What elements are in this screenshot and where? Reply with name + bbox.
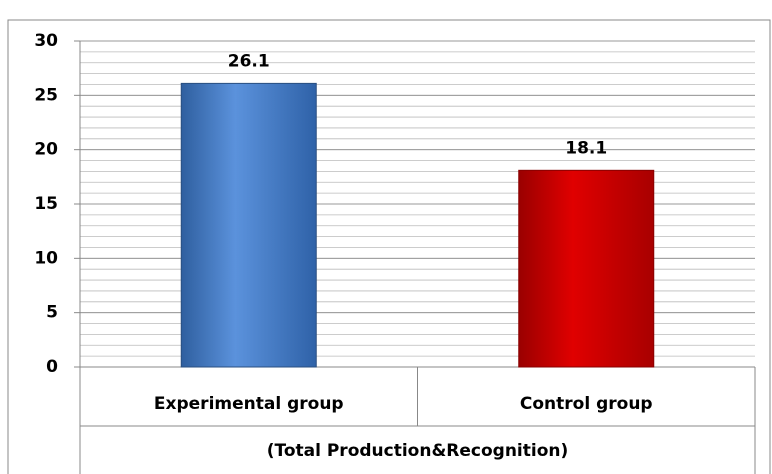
y-tick-label: 20: [34, 140, 58, 160]
y-tick-label: 5: [46, 303, 58, 323]
x-tick-label: Experimental group: [154, 394, 344, 414]
x-tick-label: Control group: [520, 394, 653, 414]
data-label: 18.1: [565, 138, 607, 158]
y-tick-label: 25: [34, 85, 58, 105]
y-tick-label: 10: [34, 248, 58, 268]
bar: [518, 169, 655, 368]
bar: [180, 82, 317, 368]
y-tick-label: 15: [34, 194, 58, 214]
chart-frame: [7, 19, 771, 474]
data-label: 26.1: [228, 51, 270, 71]
y-tick-label: 30: [34, 31, 58, 51]
y-tick-label: 0: [46, 357, 58, 377]
group-label: (Total Production&Recognition): [267, 441, 569, 461]
